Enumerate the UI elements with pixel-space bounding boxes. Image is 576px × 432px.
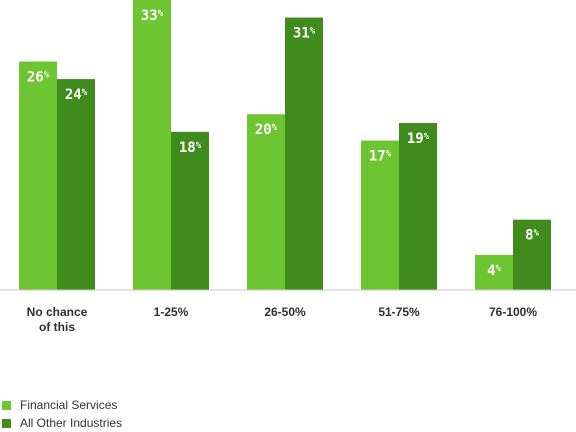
value-label-financial-services-0: 26% (27, 70, 50, 86)
bars-layer (19, 0, 551, 291)
value-label-financial-services-2: 20% (255, 122, 278, 138)
bar-all-other-industries-3 (399, 123, 437, 290)
bar-financial-services-3 (361, 140, 399, 290)
legend-label-all-other-industries: All Other Industries (20, 416, 123, 430)
bar-all-other-industries-2 (285, 17, 323, 291)
value-label-financial-services-3: 17% (369, 149, 392, 165)
category-label-2: 26-50% (264, 305, 306, 319)
value-label-financial-services-1: 33% (141, 8, 164, 24)
category-label-3: 51-75% (378, 305, 420, 319)
legend-swatch-financial-services (2, 400, 11, 410)
value-label-all-other-industries-3: 19% (407, 131, 430, 147)
legend-swatch-all-other-industries (2, 418, 11, 428)
value-label-financial-services-4: 4% (487, 263, 501, 279)
bar-all-other-industries-1 (171, 131, 209, 290)
bar-financial-services-4 (475, 254, 513, 290)
bar-financial-services-2 (247, 114, 285, 290)
value-label-all-other-industries-1: 18% (179, 140, 202, 156)
legend-item-financial-services: Financial Services (2, 396, 122, 414)
category-label-1: 1-25% (154, 305, 189, 319)
category-labels-layer: No chance of this 1-25% 26-50% 51-75% 76-100% (27, 305, 538, 334)
bar-all-other-industries-4 (513, 219, 551, 290)
category-label-4: 76-100% (489, 305, 537, 319)
legend-item-all-other-industries: All Other Industries (2, 414, 122, 432)
value-label-all-other-industries-2: 31% (293, 26, 316, 42)
value-labels-layer: 26% 24% 33% 18% 20% 31% 17% 19% 4% 8% (27, 8, 540, 279)
bar-all-other-industries-0 (57, 79, 95, 290)
bar-financial-services-1 (133, 0, 171, 290)
legend-label-financial-services: Financial Services (20, 398, 118, 412)
legend: Financial Services All Other Industries (2, 396, 122, 432)
value-label-all-other-industries-0: 24% (65, 87, 88, 103)
bar-financial-services-0 (19, 61, 57, 290)
category-label-0: No chance of this (27, 305, 88, 334)
value-label-all-other-industries-4: 8% (525, 228, 539, 244)
